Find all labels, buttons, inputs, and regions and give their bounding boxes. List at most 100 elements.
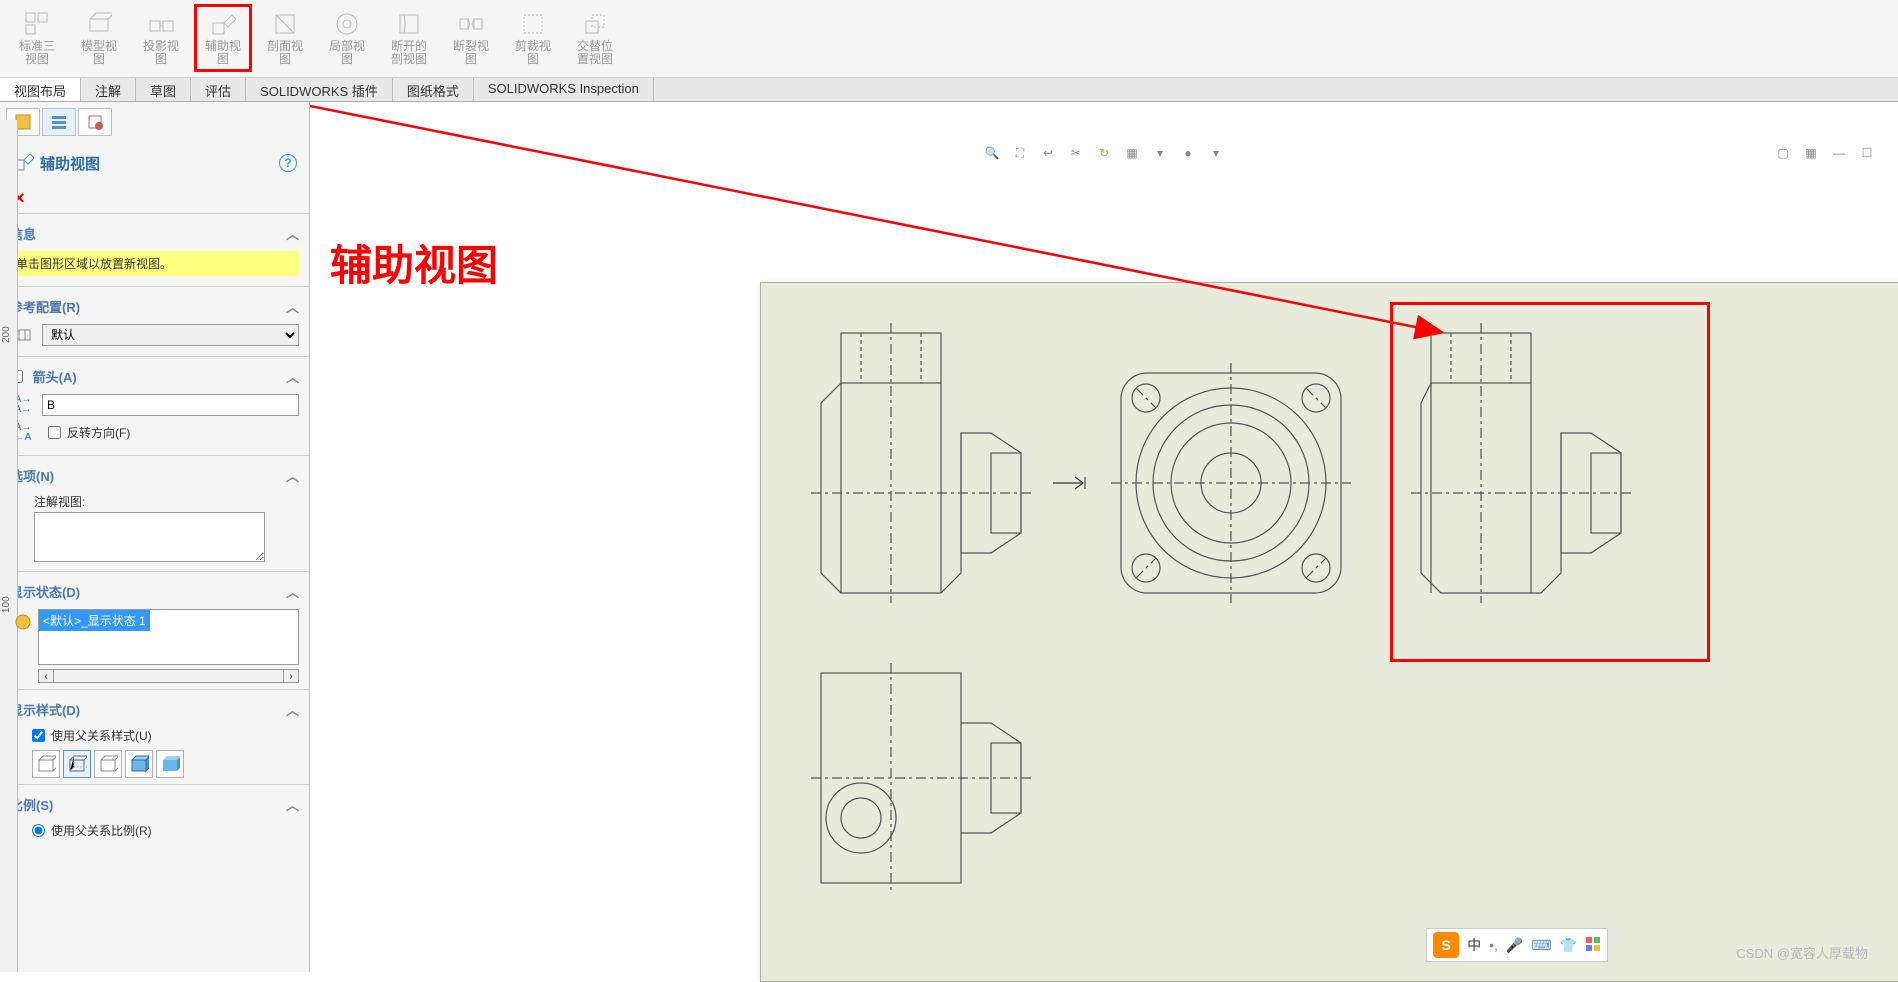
tab-annotation[interactable]: 注解 xyxy=(81,78,136,101)
ribbon-break-view[interactable]: 断裂视图 xyxy=(442,4,500,72)
ribbon-label: 剪裁视图 xyxy=(515,40,551,66)
viewport-multi-icon[interactable]: ▦ xyxy=(1800,142,1822,164)
ribbon-broken-section[interactable]: 断开的剖视图 xyxy=(380,4,438,72)
scale-parent-label: 使用父关系比例(R) xyxy=(51,822,152,839)
ribbon-label: 交替位置视图 xyxy=(577,40,613,66)
panel-tab-property[interactable] xyxy=(42,108,76,136)
use-parent-style-row: 使用父关系样式(U) xyxy=(32,727,299,744)
ribbon-crop-view[interactable]: 剪裁视图 xyxy=(504,4,562,72)
ruler-tick: 200 xyxy=(1,320,12,350)
display-style-icon[interactable]: ▦ xyxy=(1121,142,1143,164)
display-state-icon xyxy=(14,613,32,631)
display-style-buttons xyxy=(32,750,299,778)
ribbon-alternate-pos[interactable]: 交替位置视图 xyxy=(566,4,624,72)
ribbon-label: 局部视图 xyxy=(329,40,365,66)
maximize-icon[interactable]: ☐ xyxy=(1856,142,1878,164)
ime-logo-icon: S xyxy=(1433,932,1459,958)
panel-tab-config[interactable] xyxy=(78,108,112,136)
prev-view-icon[interactable]: ↩ xyxy=(1037,142,1059,164)
drawing-view-3[interactable] xyxy=(791,653,1051,903)
modelview-icon xyxy=(85,10,113,38)
viewport-single-icon[interactable]: ▢ xyxy=(1772,142,1794,164)
drawing-view-1[interactable] xyxy=(791,323,1051,623)
scroll-track[interactable] xyxy=(54,669,283,683)
display-state-item[interactable]: <默认>_显示状态 1 xyxy=(39,610,150,631)
section-icon[interactable]: ✂ xyxy=(1065,142,1087,164)
ds-scrollbar[interactable]: ‹› xyxy=(38,669,299,683)
chevron-up-icon: ︿ xyxy=(286,466,299,485)
zoom-fit-icon[interactable]: 🔍 xyxy=(981,142,1003,164)
ribbon-model-view[interactable]: 模型视图 xyxy=(70,4,128,72)
annot-view-textarea[interactable] xyxy=(34,512,265,562)
ime-grid-icon[interactable] xyxy=(1585,936,1601,955)
style-wireframe[interactable] xyxy=(32,750,60,778)
display-state-list[interactable]: <默认>_显示状态 1 xyxy=(38,609,299,665)
ribbon-auxiliary-view[interactable]: 辅助视图 xyxy=(194,4,252,72)
flip-label: 反转方向(F) xyxy=(67,424,130,441)
style-hidden-removed[interactable] xyxy=(94,750,122,778)
view-toolbar: 🔍 ⛶ ↩ ✂ ↻ ▦ ▾ ● ▾ xyxy=(981,142,1227,164)
display-style-header[interactable]: 显示样式(D)︿ xyxy=(10,696,299,723)
window-controls: ▢ ▦ — ☐ xyxy=(1772,142,1878,164)
tab-view-layout[interactable]: 视图布局 xyxy=(0,78,81,101)
ribbon-section-view[interactable]: 剖面视图 xyxy=(256,4,314,72)
scroll-right-icon[interactable]: › xyxy=(283,669,299,683)
ime-lang[interactable]: 中 xyxy=(1467,935,1481,955)
style-hidden-visible[interactable] xyxy=(63,750,91,778)
appearance-icon[interactable]: ● xyxy=(1177,142,1199,164)
drawing-canvas[interactable]: 🔍 ⛶ ↩ ✂ ↻ ▦ ▾ ● ▾ ▢ ▦ — ☐ 辅助视图 xyxy=(310,102,1898,972)
scale-header[interactable]: 比例(S)︿ xyxy=(10,791,299,818)
tab-sheet-format[interactable]: 图纸格式 xyxy=(393,78,474,101)
panel-tabs xyxy=(0,102,309,142)
help-icon[interactable]: ? xyxy=(279,154,297,172)
ime-keyboard-icon[interactable]: ⌨ xyxy=(1531,937,1551,954)
tab-sw-addins[interactable]: SOLIDWORKS 插件 xyxy=(246,78,393,101)
use-parent-style-checkbox[interactable] xyxy=(32,729,45,742)
ime-punct-icon[interactable]: •, xyxy=(1489,937,1498,953)
arrow-header[interactable]: 箭头(A) ︿ xyxy=(10,363,299,390)
ribbon-standard-3view[interactable]: 标准三视图 xyxy=(8,4,66,72)
ruler-tick: 100 xyxy=(1,590,12,620)
arrow-label-input[interactable] xyxy=(42,394,299,416)
ribbon-detail-view[interactable]: 局部视图 xyxy=(318,4,376,72)
ribbon-label: 剖面视图 xyxy=(267,40,303,66)
style-shaded[interactable] xyxy=(156,750,184,778)
arrow-label: 箭头(A) xyxy=(33,367,77,386)
vertical-ruler: 200 100 xyxy=(0,120,18,972)
scroll-left-icon[interactable]: ‹ xyxy=(38,669,54,683)
refconfig-label: 参考配置(R) xyxy=(10,297,80,316)
tab-sketch[interactable]: 草图 xyxy=(136,78,191,101)
drawing-view-2[interactable] xyxy=(1091,343,1371,623)
scene-icon[interactable]: ▾ xyxy=(1205,142,1227,164)
minimize-icon[interactable]: — xyxy=(1828,142,1850,164)
ime-toolbar[interactable]: S 中 •, 🎤 ⌨ 👕 xyxy=(1426,928,1608,962)
detailview-icon xyxy=(333,10,361,38)
hide-show-icon[interactable]: ▾ xyxy=(1149,142,1171,164)
ribbon-projected-view[interactable]: 投影视图 xyxy=(132,4,190,72)
altpos-icon xyxy=(581,10,609,38)
cropview-icon xyxy=(519,10,547,38)
chevron-up-icon: ︿ xyxy=(286,224,299,243)
chevron-up-icon: ︿ xyxy=(286,367,299,386)
flip-checkbox[interactable] xyxy=(48,426,61,439)
ribbon-label: 断开的剖视图 xyxy=(391,40,427,66)
scale-parent-radio[interactable] xyxy=(32,824,45,837)
options-header[interactable]: 选项(N)︿ xyxy=(10,462,299,489)
tab-sw-inspection[interactable]: SOLIDWORKS Inspection xyxy=(474,78,654,101)
ribbon-label: 辅助视图 xyxy=(205,40,241,66)
ribbon-label: 标准三视图 xyxy=(19,40,55,66)
info-section-header[interactable]: 信息︿ xyxy=(10,220,299,247)
ribbon-label: 投影视图 xyxy=(143,40,179,66)
watermark-text: CSDN @宽容人厚载物 xyxy=(1736,943,1868,962)
zoom-area-icon[interactable]: ⛶ xyxy=(1009,142,1031,164)
use-parent-style-label: 使用父关系样式(U) xyxy=(51,727,152,744)
redo-icon[interactable]: ↻ xyxy=(1093,142,1115,164)
ime-skin-icon[interactable]: 👕 xyxy=(1560,937,1577,954)
style-shaded-edges[interactable] xyxy=(125,750,153,778)
display-state-header[interactable]: 显示状态(D)︿ xyxy=(10,578,299,605)
pm-close-button[interactable]: × xyxy=(0,184,309,213)
config-select[interactable]: 默认 xyxy=(42,324,299,346)
ime-mic-icon[interactable]: 🎤 xyxy=(1506,937,1523,954)
refconfig-header[interactable]: 参考配置(R)︿ xyxy=(10,293,299,320)
tab-evaluate[interactable]: 评估 xyxy=(191,78,246,101)
